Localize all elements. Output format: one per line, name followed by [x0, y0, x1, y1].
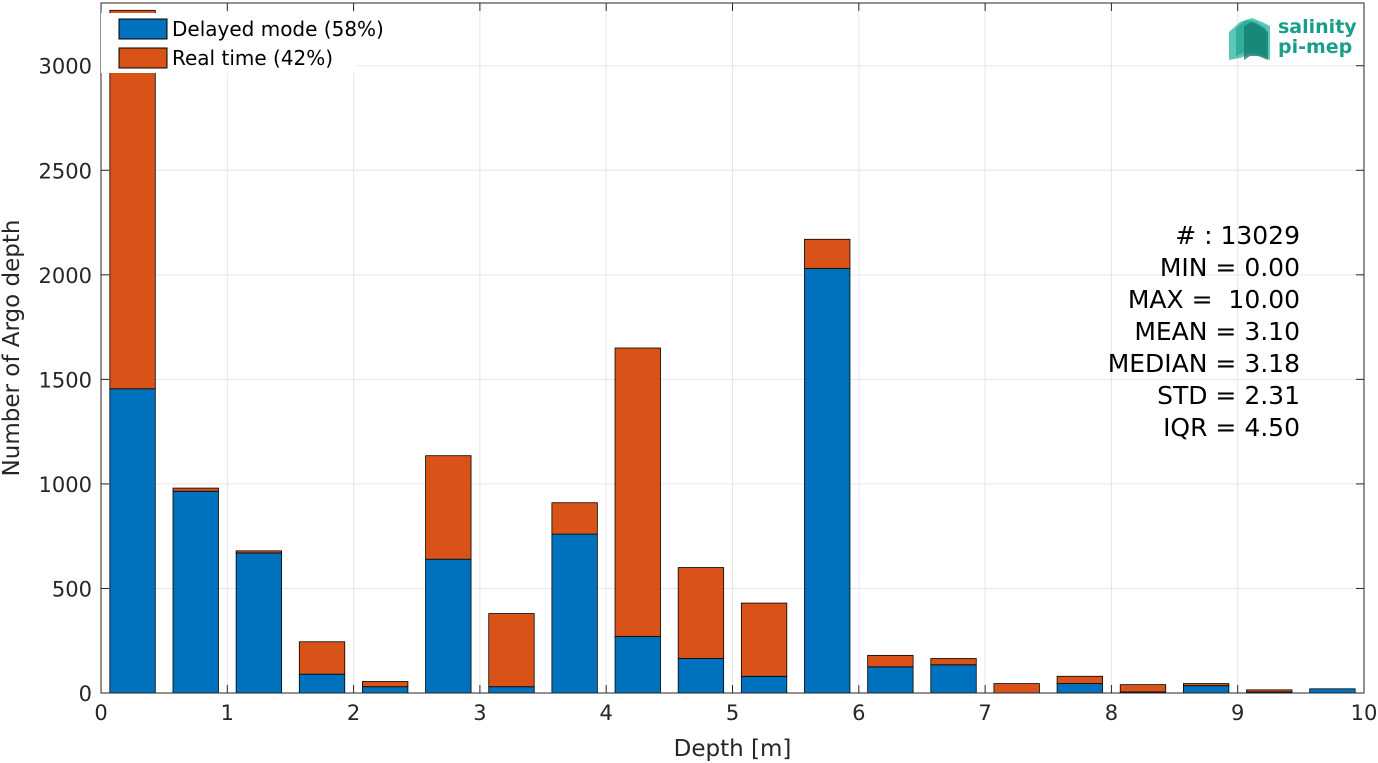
bar-delayed	[298, 673, 346, 694]
bars-group	[109, 9, 1356, 694]
bar-realtime	[993, 683, 1040, 694]
bar-realtime	[677, 567, 725, 659]
x-tick-label: 8	[1105, 701, 1118, 725]
bar-realtime	[614, 347, 661, 637]
x-tick-label: 0	[94, 701, 107, 725]
logo-wave-icon	[1229, 18, 1270, 60]
bar-delayed	[488, 686, 535, 694]
y-tick-label: 2000	[39, 264, 92, 288]
bar-delayed	[867, 666, 914, 694]
logo-text-line1: salinity	[1278, 16, 1357, 38]
x-tick-label: 6	[852, 701, 865, 725]
x-tick-label: 9	[1231, 701, 1244, 725]
bar-realtime	[867, 654, 914, 668]
bar-realtime	[235, 550, 283, 554]
salinity-pi-mep-logo: salinity pi-mep	[1229, 16, 1357, 60]
x-tick-label: 3	[473, 701, 486, 725]
bar-realtime	[109, 9, 156, 390]
stat-line: MEAN = 3.10	[1134, 317, 1300, 346]
bar-realtime	[1246, 689, 1293, 693]
bar-delayed	[551, 533, 598, 694]
legend-label-delayed: Delayed mode (58%)	[172, 17, 384, 41]
x-tick-label: 7	[978, 701, 991, 725]
ticks-group: 0 1 2 3 4 5 6 7 8 9 10 0 500 1000 1500 2000 2500 3000	[39, 3, 1378, 725]
y-tick-label: 1000	[39, 473, 92, 497]
x-tick-label: 5	[726, 701, 739, 725]
bar-delayed	[1056, 683, 1103, 694]
x-tick-label: 10	[1351, 701, 1378, 725]
stat-line: # : 13029	[1175, 221, 1300, 250]
bar-realtime	[362, 681, 409, 688]
x-tick-label: 1	[221, 701, 234, 725]
stat-line: MIN = 0.00	[1160, 253, 1300, 282]
bar-delayed	[109, 388, 156, 694]
y-tick-label: 1500	[39, 368, 92, 392]
stat-line: STD = 2.31	[1157, 381, 1300, 410]
bar-delayed	[425, 558, 472, 694]
bar-realtime	[425, 455, 472, 560]
bar-delayed	[1309, 688, 1356, 694]
bar-realtime	[172, 487, 219, 492]
bar-realtime	[551, 502, 598, 535]
legend: Delayed mode (58%) Real time (42%)	[101, 13, 384, 73]
x-tick-label: 2	[347, 701, 360, 725]
x-tick-label: 4	[600, 701, 613, 725]
bar-delayed	[614, 636, 661, 694]
x-axis-label: Depth [m]	[674, 736, 792, 762]
bar-realtime	[930, 658, 977, 666]
y-tick-label: 0	[79, 682, 92, 706]
stats-box: # : 13029 MIN = 0.00 MAX = 10.00 MEAN = 3.1…	[1108, 221, 1300, 442]
bar-realtime	[1056, 675, 1103, 684]
bar-delayed	[362, 686, 409, 694]
stat-line: MEDIAN = 3.18	[1108, 349, 1300, 378]
bar-realtime	[1119, 684, 1167, 693]
bar-delayed	[930, 664, 977, 694]
bar-realtime	[740, 602, 788, 677]
legend-label-realtime: Real time (42%)	[172, 46, 333, 70]
y-tick-label: 2500	[39, 159, 92, 183]
y-tick-label: 3000	[39, 55, 92, 79]
grid-lines	[100, 3, 1365, 694]
bar-realtime	[298, 641, 346, 675]
stat-line: MAX = 10.00	[1128, 285, 1300, 314]
bar-realtime	[488, 613, 535, 688]
bar-delayed	[235, 552, 283, 694]
stat-line: IQR = 4.50	[1163, 413, 1300, 442]
y-axis-label: Number of Argo depth	[0, 220, 25, 477]
bar-realtime	[804, 238, 851, 269]
bar-delayed	[677, 658, 725, 694]
legend-swatch-delayed	[118, 18, 168, 40]
bar-realtime	[1182, 683, 1230, 687]
bar-delayed	[172, 490, 219, 694]
bar-delayed	[804, 268, 851, 694]
y-tick-label: 500	[52, 577, 92, 601]
logo-text-line2: pi-mep	[1278, 36, 1352, 58]
bar-delayed	[740, 675, 788, 694]
bar-delayed	[1182, 685, 1230, 694]
legend-swatch-realtime	[118, 47, 168, 69]
